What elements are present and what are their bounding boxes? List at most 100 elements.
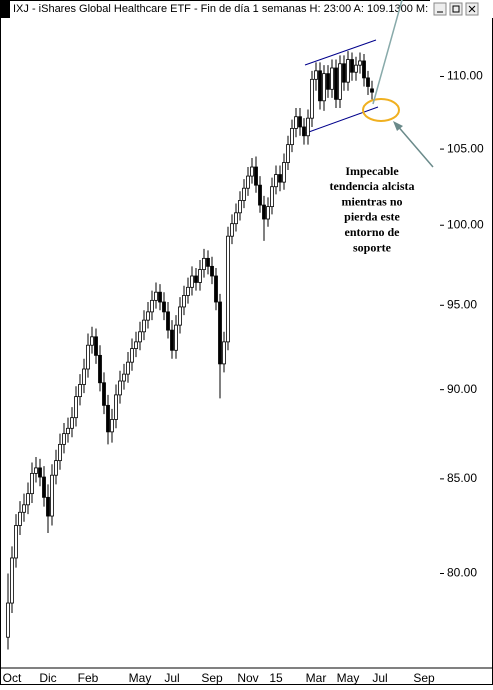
candle-body bbox=[370, 88, 374, 93]
candle-body bbox=[6, 602, 10, 638]
candle-body bbox=[162, 301, 166, 313]
y-tick-label: 80.00 bbox=[447, 566, 477, 580]
annotation-line: mientras no bbox=[342, 194, 403, 208]
annotation-line: entorno de bbox=[345, 225, 401, 239]
candle-body bbox=[226, 235, 230, 343]
candle-body bbox=[134, 341, 138, 350]
candle-body bbox=[322, 73, 326, 102]
candle-body bbox=[38, 467, 42, 478]
annotation-line: soporte bbox=[353, 240, 392, 254]
candle-body bbox=[114, 394, 118, 420]
candle-body bbox=[286, 144, 290, 163]
candle-body bbox=[238, 200, 242, 214]
candle-body bbox=[118, 380, 122, 396]
candle-body bbox=[102, 382, 106, 406]
x-tick-label: Jul bbox=[164, 671, 179, 685]
arrow-line bbox=[372, 0, 403, 105]
title-marker bbox=[0, 0, 10, 18]
candle-body bbox=[190, 275, 194, 288]
candle-body bbox=[142, 319, 146, 333]
candle-body bbox=[282, 162, 286, 183]
candle-body bbox=[366, 77, 370, 87]
candle-body bbox=[174, 324, 178, 351]
candle-body bbox=[358, 60, 362, 66]
candle-body bbox=[98, 354, 102, 384]
y-tick-label: 95.00 bbox=[447, 297, 477, 311]
candle-body bbox=[298, 116, 302, 128]
candle-body bbox=[10, 557, 14, 604]
candle-body bbox=[154, 291, 158, 301]
y-tick-label: 110.00 bbox=[447, 69, 483, 83]
candle-body bbox=[206, 257, 210, 267]
candle-body bbox=[182, 295, 186, 308]
candle-body bbox=[166, 311, 170, 331]
candle-body bbox=[290, 128, 294, 146]
candle-body bbox=[130, 348, 134, 363]
y-tick-label: 90.00 bbox=[447, 382, 477, 396]
support-highlight bbox=[362, 98, 400, 122]
candle-body bbox=[34, 467, 38, 474]
candle-body bbox=[66, 427, 70, 435]
candle-body bbox=[334, 67, 338, 100]
maximize-button[interactable] bbox=[449, 2, 463, 16]
icon bbox=[468, 5, 476, 13]
candle-body bbox=[138, 331, 142, 343]
annotation-line: tendencia alcista bbox=[330, 179, 415, 193]
channel-lower bbox=[305, 106, 379, 134]
candle-body bbox=[122, 373, 126, 382]
window-buttons[interactable] bbox=[433, 2, 479, 16]
x-tick-label: 15 bbox=[269, 671, 283, 685]
arrow-line bbox=[395, 123, 434, 168]
candle-body bbox=[242, 187, 246, 201]
candle-body bbox=[254, 166, 258, 186]
candle-body bbox=[250, 166, 254, 177]
candle-body bbox=[350, 59, 354, 73]
minimize-button[interactable] bbox=[433, 2, 447, 16]
x-tick-label: May bbox=[129, 671, 152, 685]
candle-body bbox=[262, 204, 266, 220]
candle-body bbox=[82, 368, 86, 385]
x-tick-label: Feb bbox=[78, 671, 99, 685]
candle-body bbox=[62, 433, 66, 445]
candle-body bbox=[22, 504, 26, 513]
candle-body bbox=[310, 78, 314, 119]
candle-body bbox=[326, 73, 330, 90]
candle-body bbox=[246, 175, 250, 189]
candle-body bbox=[90, 336, 94, 346]
candle-body bbox=[314, 70, 318, 80]
x-tick-label: Mar bbox=[306, 671, 327, 685]
candle-body bbox=[234, 212, 238, 225]
candle-body bbox=[14, 525, 18, 559]
annotation-line: Impecable bbox=[345, 164, 399, 178]
candle-body bbox=[194, 275, 198, 283]
candle-body bbox=[270, 186, 274, 208]
icon bbox=[452, 5, 460, 13]
candle-body bbox=[294, 116, 298, 129]
candle-body bbox=[150, 299, 154, 313]
x-tick-label: Sep bbox=[413, 671, 435, 685]
candle-body bbox=[198, 269, 202, 283]
x-tick-label: May bbox=[337, 671, 360, 685]
candle-body bbox=[18, 511, 22, 526]
candle-body bbox=[266, 206, 270, 220]
candle-body bbox=[278, 174, 282, 183]
candle-body bbox=[274, 174, 278, 188]
annotation-line: pierda este bbox=[344, 210, 400, 224]
x-tick-label: Sep bbox=[201, 671, 223, 685]
candle-body bbox=[106, 404, 110, 433]
candle-body bbox=[78, 384, 82, 398]
y-tick-label: 85.00 bbox=[447, 471, 477, 485]
arrow-head bbox=[393, 121, 403, 131]
candle-body bbox=[158, 291, 162, 303]
candle-body bbox=[54, 460, 58, 476]
candle-body bbox=[302, 126, 306, 137]
candle-body bbox=[362, 60, 366, 79]
candle-body bbox=[342, 63, 346, 83]
candle-body bbox=[330, 67, 334, 90]
candle-body bbox=[26, 493, 30, 506]
candle-body bbox=[218, 301, 222, 365]
candle-body bbox=[86, 344, 90, 370]
